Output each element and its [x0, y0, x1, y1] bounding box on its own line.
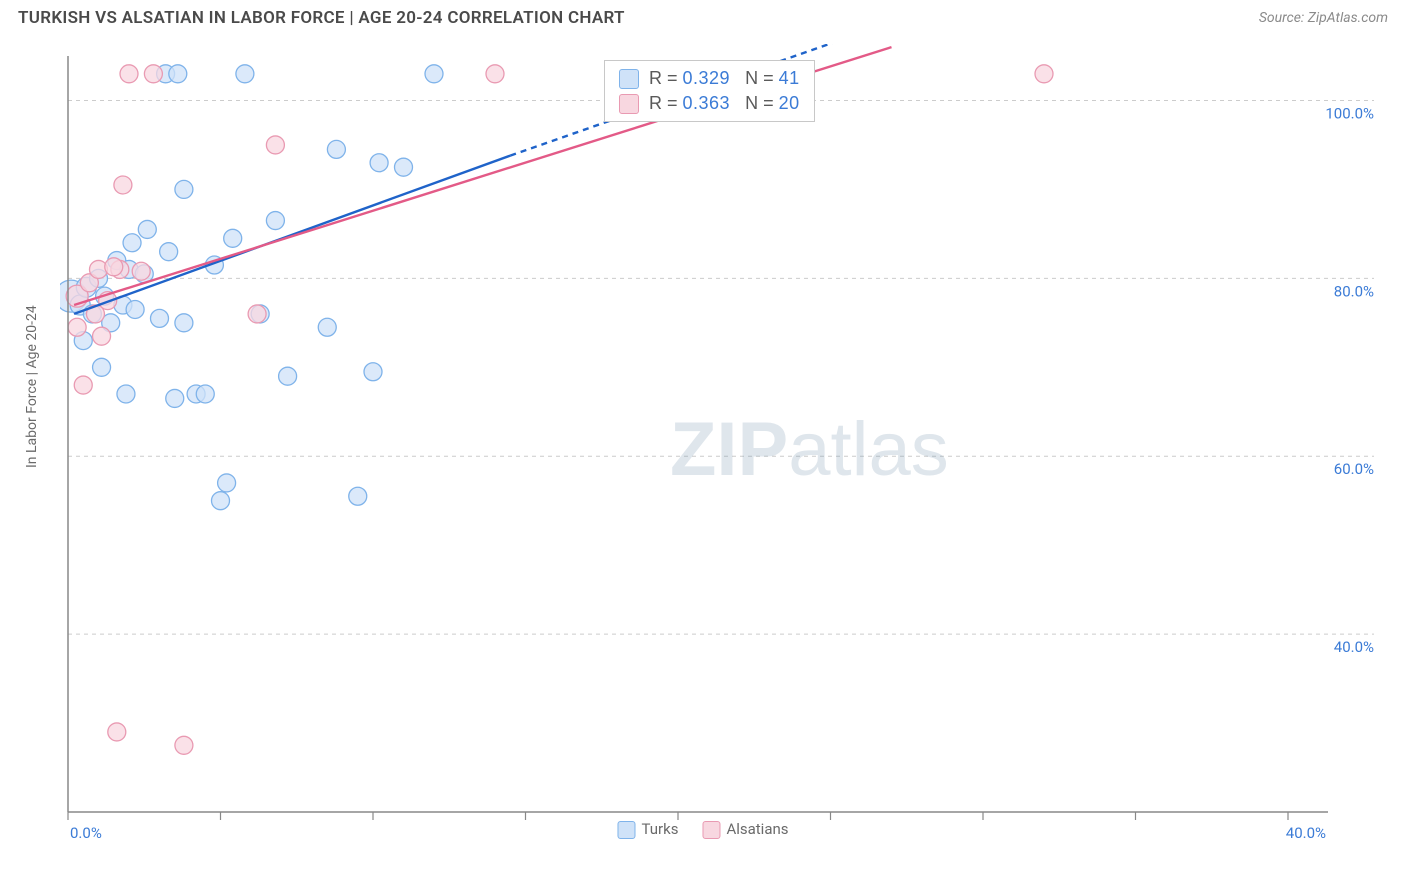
legend-swatch [617, 821, 635, 839]
data-point [166, 389, 184, 407]
legend-swatch [702, 821, 720, 839]
x-tick-label: 40.0% [1286, 824, 1326, 842]
data-point [266, 212, 284, 230]
data-point [108, 723, 126, 741]
data-point [425, 65, 443, 83]
legend-label: Alsatians [726, 820, 788, 838]
data-point [144, 65, 162, 83]
data-point [248, 305, 266, 323]
data-point [160, 243, 178, 261]
legend: Turks Alsatians [617, 820, 788, 888]
data-point [74, 376, 92, 394]
data-point [395, 158, 413, 176]
data-point [105, 258, 123, 276]
stats-row: R = 0.329 N = 41 [619, 66, 800, 91]
data-point [175, 314, 193, 332]
data-point [120, 65, 138, 83]
data-point [138, 220, 156, 238]
chart-container: In Labor Force | Age 20-24 40.0% 60.0% 80.… [18, 44, 1388, 892]
data-point [279, 367, 297, 385]
data-point [1035, 65, 1053, 83]
data-point [151, 309, 169, 327]
scatter-plot: 40.0% 60.0% 80.0% 100.0% ZIPatlas 0.0% 40.0% [60, 44, 1380, 844]
stats-row: R = 0.363 N = 20 [619, 91, 800, 116]
data-point [196, 385, 214, 403]
data-point [212, 492, 230, 510]
series-swatch [619, 94, 639, 114]
y-tick-label: 60.0% [1334, 460, 1374, 478]
data-point [123, 234, 141, 252]
y-axis-label: In Labor Force | Age 20-24 [24, 305, 40, 468]
data-point [93, 327, 111, 345]
chart-title: TURKISH VS ALSATIAN IN LABOR FORCE | AGE… [18, 8, 625, 28]
data-point [126, 300, 144, 318]
data-point [318, 318, 336, 336]
stats-text: R = 0.329 N = 41 [649, 68, 800, 89]
data-point [370, 154, 388, 172]
data-point [175, 180, 193, 198]
legend-item: Alsatians [702, 820, 788, 888]
data-point [266, 136, 284, 154]
y-tick-label: 100.0% [1325, 104, 1374, 122]
y-tick-label: 80.0% [1334, 282, 1374, 300]
chart-header: TURKISH VS ALSATIAN IN LABOR FORCE | AGE… [0, 0, 1406, 34]
data-point [93, 358, 111, 376]
data-point [114, 176, 132, 194]
data-point [117, 385, 135, 403]
data-point [169, 65, 187, 83]
legend-item: Turks [617, 820, 678, 888]
data-point [68, 318, 86, 336]
x-tick-label: 0.0% [70, 824, 102, 842]
data-point [486, 65, 504, 83]
stats-box: R = 0.329 N = 41 R = 0.363 N = 20 [604, 60, 815, 122]
data-point [224, 229, 242, 247]
series-swatch [619, 69, 639, 89]
data-point [364, 363, 382, 381]
y-tick-label: 40.0% [1334, 638, 1374, 656]
stats-text: R = 0.363 N = 20 [649, 93, 800, 114]
data-point [218, 474, 236, 492]
chart-source: Source: ZipAtlas.com [1259, 10, 1388, 26]
data-point [132, 262, 150, 280]
legend-label: Turks [641, 820, 678, 838]
data-point [327, 140, 345, 158]
data-point [175, 736, 193, 754]
data-point [236, 65, 254, 83]
watermark: ZIPatlas [670, 407, 949, 492]
data-point [349, 487, 367, 505]
